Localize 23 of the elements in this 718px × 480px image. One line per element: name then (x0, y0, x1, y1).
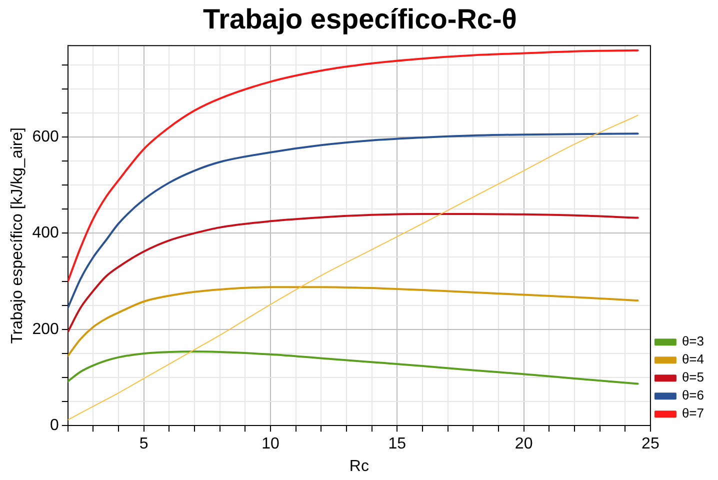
legend-label: θ=5 (682, 370, 704, 385)
line-series (68, 132, 639, 309)
line-series (68, 114, 638, 420)
chart-title: Trabajo específico-Rc-θ (203, 4, 517, 35)
x-tick-label: 5 (139, 436, 148, 453)
line-series (68, 286, 639, 357)
y-tick-label: 200 (32, 320, 59, 338)
x-tick-label: 15 (388, 436, 406, 453)
line-series (68, 49, 639, 282)
legend-label: θ=4 (682, 352, 704, 367)
y-tick-label: 400 (32, 224, 59, 242)
legend-label: θ=7 (682, 406, 704, 421)
legend-label: θ=6 (682, 388, 704, 403)
x-tick-label: 20 (514, 436, 533, 453)
x-axis-title: Rc (349, 458, 369, 475)
line-series (68, 212, 639, 333)
x-tick-label: 10 (262, 436, 280, 453)
y-tick-label: 600 (32, 128, 59, 146)
line-series (68, 350, 639, 385)
x-tick-label: 25 (642, 436, 660, 453)
legend-label: θ=3 (682, 334, 704, 349)
y-tick-label: 0 (50, 417, 59, 434)
y-axis-title: Trabajo específico [kJ/kg_aire] (9, 127, 26, 344)
